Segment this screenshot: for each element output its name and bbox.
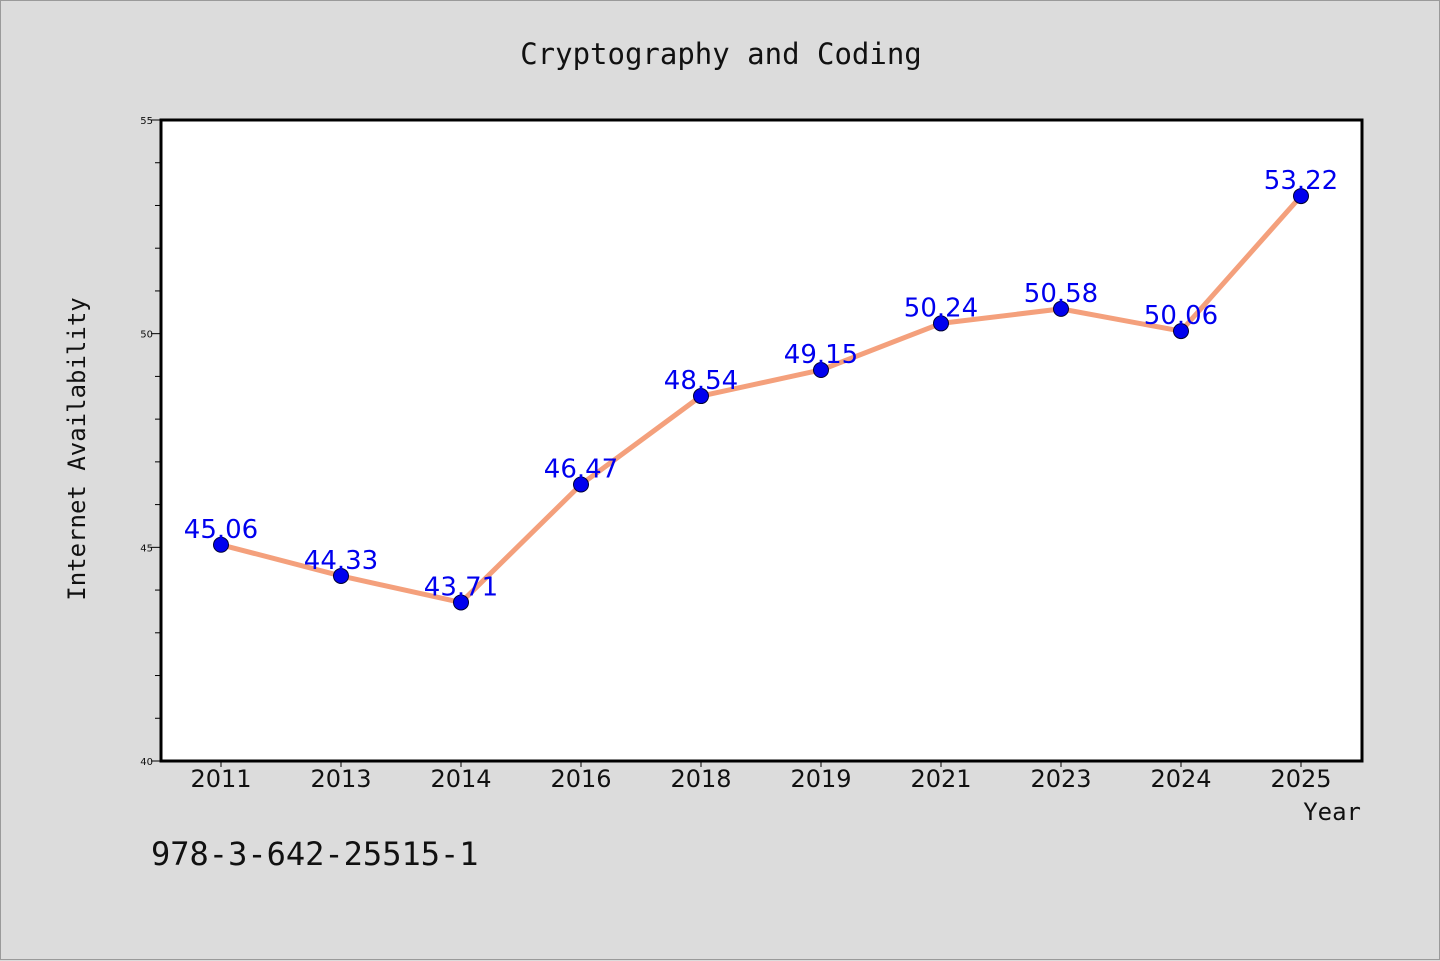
data-point	[933, 315, 949, 332]
data-label: 43.71	[424, 572, 498, 602]
data-label: 50.06	[1144, 301, 1218, 331]
y-axis-label: Internet Availability	[63, 297, 91, 600]
y-tick-label: 45	[140, 543, 153, 554]
x-axis-label: Year	[1303, 798, 1361, 826]
data-label: 48.54	[664, 366, 738, 396]
x-tick-label: 2025	[1270, 765, 1331, 793]
footnote-isbn: 978-3-642-25515-1	[151, 835, 479, 873]
x-tick-label: 2024	[1150, 765, 1211, 793]
data-point	[453, 594, 469, 611]
y-tick-label: 55	[140, 116, 153, 127]
x-tick-label: 2011	[190, 765, 251, 793]
data-point	[693, 388, 709, 405]
data-label: 50.58	[1024, 279, 1098, 309]
x-tick-label: 2018	[670, 765, 731, 793]
x-tick-label: 2016	[550, 765, 611, 793]
data-label: 53.22	[1264, 166, 1338, 196]
data-point	[333, 567, 349, 584]
y-tick-label: 40	[140, 757, 153, 768]
data-point	[213, 536, 229, 553]
data-label: 45.06	[184, 515, 258, 545]
x-tick-label: 2019	[790, 765, 851, 793]
data-point	[573, 476, 589, 493]
data-label: 50.24	[904, 293, 978, 323]
series-line	[218, 193, 1304, 605]
x-tick-label: 2023	[1030, 765, 1091, 793]
y-axis: 40 45 50 55	[140, 116, 161, 768]
x-axis: 2011 2013 2014 2016 2018 2019 2021 2023 2024 2025	[190, 761, 1332, 793]
data-point	[1173, 323, 1189, 340]
plot-area	[159, 118, 1364, 763]
series-group: 45.06 44.33 43.71 46.47 48.54 49.15 50.24 50.58…	[184, 166, 1338, 611]
chart-title: Cryptography and Coding	[520, 37, 922, 71]
x-tick-label: 2021	[910, 765, 971, 793]
x-tick-label: 2014	[430, 765, 491, 793]
data-point	[813, 361, 829, 378]
data-label: 49.15	[784, 340, 858, 370]
data-label: 44.33	[304, 546, 378, 576]
data-point	[1053, 300, 1069, 317]
x-tick-label: 2013	[310, 765, 371, 793]
data-label: 46.47	[544, 455, 618, 485]
data-point	[1293, 188, 1309, 205]
y-tick-label: 50	[140, 330, 153, 341]
